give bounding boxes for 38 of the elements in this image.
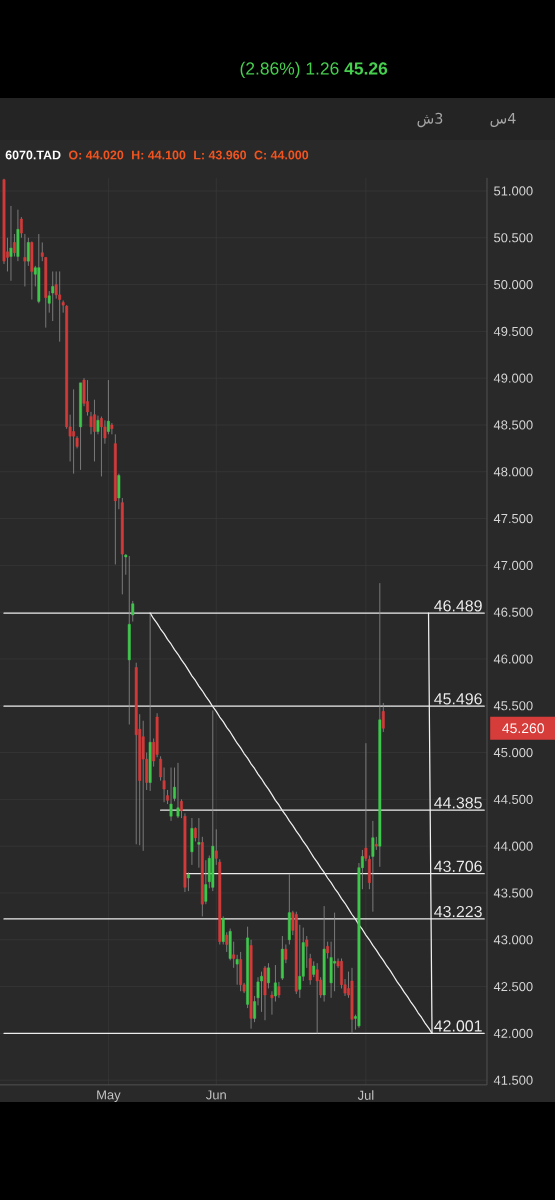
text: 45.260 xyxy=(502,723,544,734)
chart-title: 6070.TAD xyxy=(5,150,61,160)
y-tick-label: 50.500 xyxy=(494,233,533,243)
y-tick-label: 49.000 xyxy=(493,373,533,383)
y-tick-label: 47.000 xyxy=(493,560,533,570)
y-tick-label: 50.000 xyxy=(494,279,533,290)
data-label: 43.706 xyxy=(434,860,482,872)
data-label: 42.001 xyxy=(434,1020,482,1032)
x-tick-label: May xyxy=(97,1090,121,1102)
y-tick-label: 48.000 xyxy=(493,467,533,477)
text: H: 44.100 xyxy=(132,150,186,160)
y-tick-label: 46.500 xyxy=(493,607,533,617)
text: L: 43.960 xyxy=(194,150,247,160)
text: ش3 xyxy=(417,112,443,128)
y-tick-label: 49.500 xyxy=(493,326,533,336)
x-tick-label: Jul xyxy=(357,1090,374,1100)
text: C: 44.000 xyxy=(254,150,309,160)
x-tick-label: Jun xyxy=(206,1090,226,1100)
data-label: 46.489 xyxy=(434,600,482,612)
y-tick-label: 46.000 xyxy=(493,654,533,664)
y-tick-label: 41.500 xyxy=(493,1075,533,1085)
data-label: 44.385 xyxy=(434,797,482,809)
text: O: 44.020 xyxy=(68,150,124,160)
y-tick-label: 43.000 xyxy=(493,935,533,945)
y-tick-label: 44.500 xyxy=(493,794,533,804)
data-label: 45.496 xyxy=(434,693,482,705)
data-label: 43.223 xyxy=(434,905,482,918)
y-tick-label: 45.000 xyxy=(493,747,533,758)
y-tick-label: 45.500 xyxy=(493,701,533,711)
y-tick-label: 47.500 xyxy=(493,513,533,524)
text: س4 xyxy=(490,112,516,128)
y-tick-label: 51.000 xyxy=(494,186,533,196)
chart-subtitle: (2.86%) 1.26 45.26 xyxy=(240,61,388,79)
y-tick-label: 42.000 xyxy=(493,1028,533,1038)
y-tick-label: 43.500 xyxy=(493,888,533,898)
y-tick-label: 42.500 xyxy=(493,981,533,992)
y-tick-label: 48.500 xyxy=(493,420,533,430)
y-tick-label: 44.000 xyxy=(493,841,533,851)
